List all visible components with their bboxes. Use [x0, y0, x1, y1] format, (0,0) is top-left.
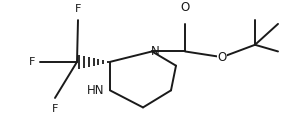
- Text: F: F: [52, 104, 58, 114]
- Text: F: F: [29, 57, 35, 67]
- Text: F: F: [75, 4, 81, 14]
- Text: O: O: [180, 1, 190, 14]
- Text: HN: HN: [86, 84, 104, 97]
- Text: N: N: [151, 45, 159, 58]
- Text: O: O: [217, 51, 227, 64]
